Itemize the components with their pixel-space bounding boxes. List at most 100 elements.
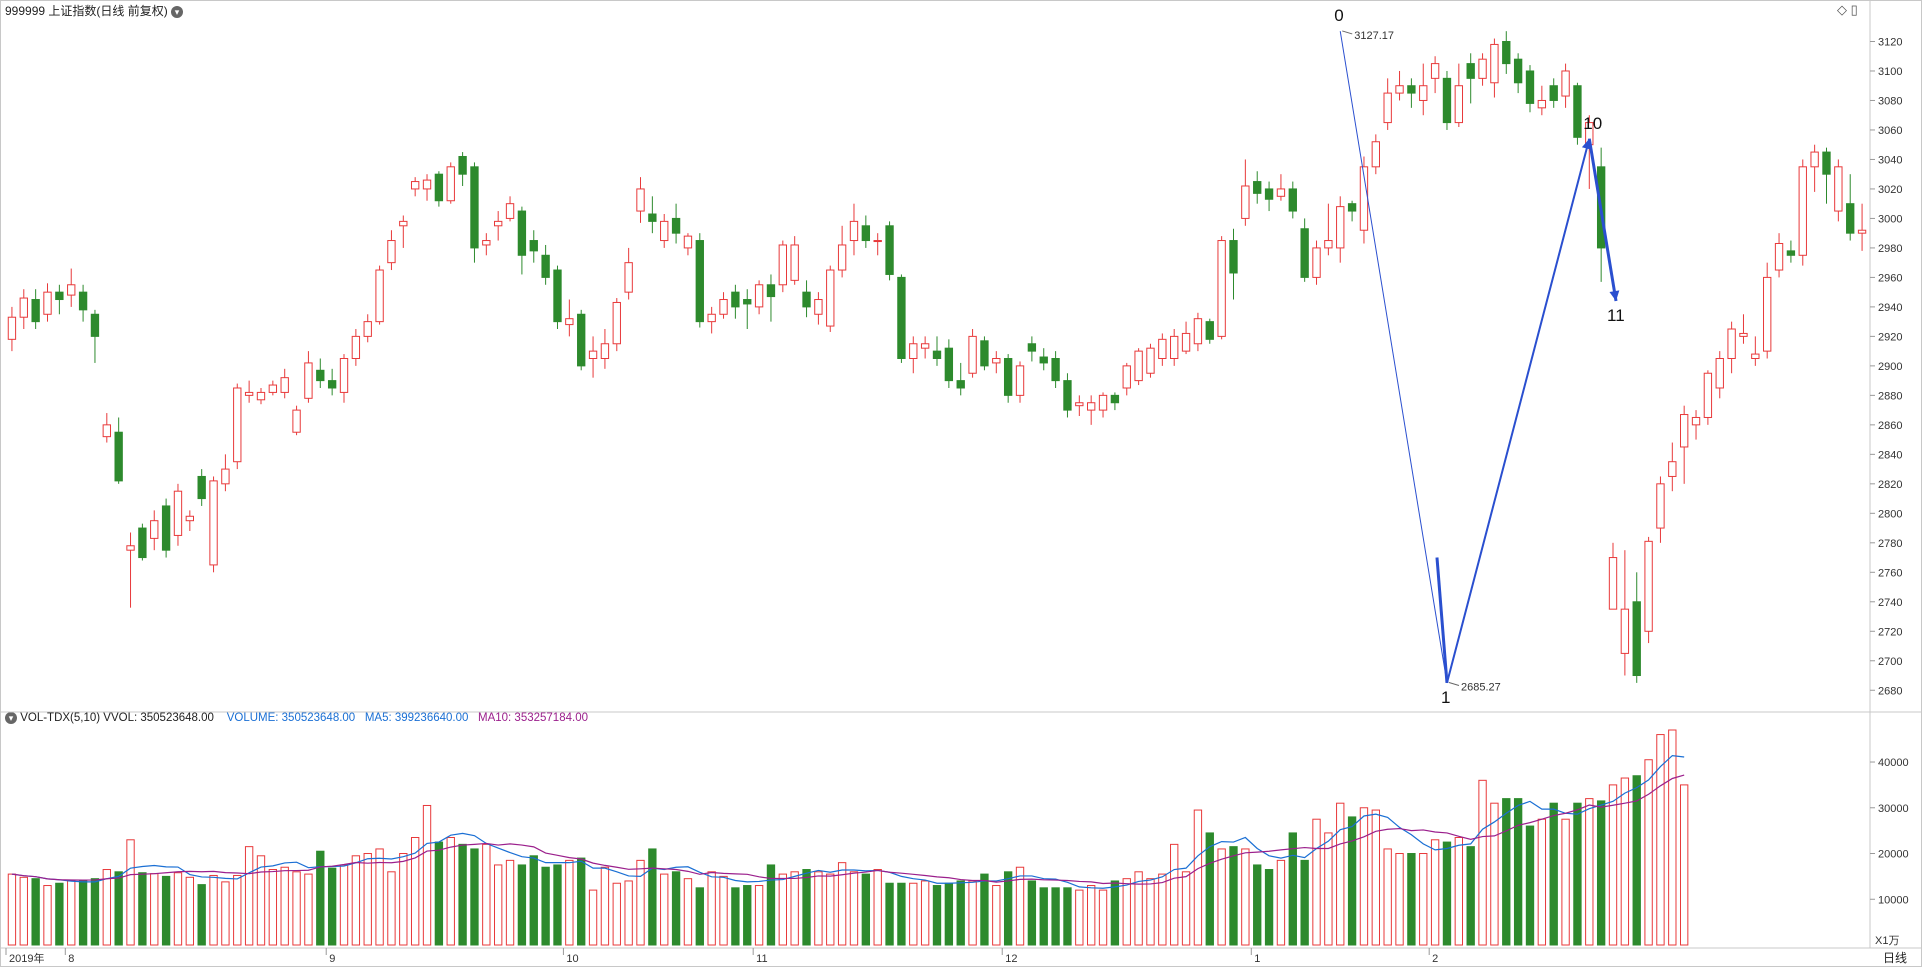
candle-up <box>873 240 882 243</box>
candle-up <box>1395 85 1404 94</box>
candle-up <box>150 520 159 539</box>
volume-bar-up <box>790 871 799 946</box>
volume-bar-up <box>1158 873 1167 946</box>
candle-up <box>1383 92 1392 124</box>
candle-down <box>1513 58 1523 84</box>
volume-bar-up <box>363 853 372 946</box>
volume-bar-up <box>968 880 977 946</box>
ma5-value: MA5: 399236640.00 <box>364 712 469 725</box>
volume-bar-up <box>1656 734 1665 946</box>
candle-up <box>1857 229 1867 234</box>
diamond-icon[interactable]: ◇ <box>1837 2 1847 17</box>
candle-down <box>648 213 657 222</box>
date-tick-label: 9 <box>329 953 335 965</box>
volume-bar-down <box>78 880 88 946</box>
volume-bar-up <box>233 874 242 946</box>
candle-up <box>1146 347 1155 374</box>
price-tick-label: 2820 <box>1878 479 1902 491</box>
candle-up <box>185 515 195 522</box>
candle-down <box>529 240 538 252</box>
price-annotation: 3127.17 <box>1354 30 1394 42</box>
volume-bar-up <box>826 873 835 946</box>
volume-bar-up <box>1537 818 1547 946</box>
volume-bar-up <box>849 871 859 946</box>
volume-bar-up <box>992 885 1001 946</box>
volume-bar-down <box>470 848 479 946</box>
vvol-value: VVOL: 350523648.00 <box>103 712 214 725</box>
volume-bar-up <box>1585 798 1594 946</box>
toolbar-icons: ◇ ▯ <box>1837 2 1858 18</box>
candle-up <box>387 240 396 264</box>
volume-bar-up <box>1383 848 1392 946</box>
candle-down <box>766 284 776 298</box>
volume-bar-up <box>43 885 52 946</box>
candle-down <box>980 340 989 367</box>
candle-up <box>19 297 28 318</box>
candle-down <box>90 313 100 337</box>
price-tick-label: 2800 <box>1878 508 1902 520</box>
candle-up <box>1241 185 1250 219</box>
candle-down <box>327 380 337 389</box>
candle-up <box>1679 414 1689 448</box>
volume-bar-down <box>956 880 965 946</box>
price-tick-label: 3000 <box>1878 213 1902 225</box>
price-tick-label: 2840 <box>1878 449 1902 461</box>
panel-toggle-icon[interactable]: ▯ <box>1850 2 1858 17</box>
volume-bar-up <box>1419 853 1428 946</box>
price-tick-label: 2920 <box>1878 331 1902 343</box>
volume-bar-up <box>1276 859 1286 946</box>
chevron-down-icon[interactable]: ▾ <box>171 5 184 18</box>
volume-bar-down <box>138 872 147 946</box>
candle-up <box>1561 70 1570 97</box>
candle-up <box>849 220 859 242</box>
volume-bar-up <box>814 871 823 946</box>
candle-down <box>1027 343 1037 352</box>
volume-bar-up <box>292 871 301 946</box>
candle-down <box>1205 321 1214 340</box>
candle-down <box>1632 601 1641 677</box>
volume-tick-label: 30000 <box>1878 803 1909 815</box>
volume-bar-up <box>1075 889 1084 946</box>
volume-header: ▾ VOL-TDX(5,10) VVOL: 350523648.00 VOLUM… <box>5 712 588 724</box>
candle-down <box>1051 358 1060 382</box>
candle-up <box>233 387 242 463</box>
candle-up <box>1312 247 1321 278</box>
candle-down <box>1347 203 1357 212</box>
wave-arrow-head <box>1609 290 1620 301</box>
volume-bar-up <box>1454 837 1464 946</box>
candle-up <box>494 220 503 227</box>
candle-up <box>968 335 977 374</box>
volume-bar-down <box>802 869 811 946</box>
candle-up <box>1324 240 1333 249</box>
volume-bar-down <box>161 875 171 946</box>
date-tick-label: 8 <box>68 953 74 965</box>
candle-up <box>1751 353 1760 360</box>
candle-up <box>754 284 764 308</box>
candle-down <box>31 299 40 323</box>
volume-bar-up <box>636 859 645 946</box>
wave-line-thick-down <box>1435 557 1449 684</box>
volume-bar-up <box>1312 818 1321 946</box>
volume-bar-up <box>209 874 218 946</box>
volume-bar-up <box>837 862 847 946</box>
ma10-value: MA10: 353257184.00 <box>478 712 588 725</box>
volume-bar-up <box>1193 809 1203 946</box>
date-tick-label: 2019年 <box>9 951 44 965</box>
volume-bar-up <box>1644 759 1653 946</box>
settings-icon[interactable]: ▾ <box>5 712 17 724</box>
volume-bar-up <box>778 873 787 946</box>
candle-up <box>1276 188 1286 197</box>
volume-bar-up <box>1430 839 1440 946</box>
volume-bar-down <box>1525 825 1535 946</box>
volume-tick-label: 10000 <box>1878 894 1909 906</box>
volume-bar-up <box>1087 885 1096 946</box>
candle-up <box>1715 358 1724 389</box>
volume-bar-up <box>1620 777 1630 946</box>
volume-bar-up <box>565 859 574 946</box>
candle-down <box>78 291 88 311</box>
period-label: 日线 <box>1883 951 1907 965</box>
candle-up <box>1608 557 1618 610</box>
volume-tick-label: 40000 <box>1878 757 1909 769</box>
